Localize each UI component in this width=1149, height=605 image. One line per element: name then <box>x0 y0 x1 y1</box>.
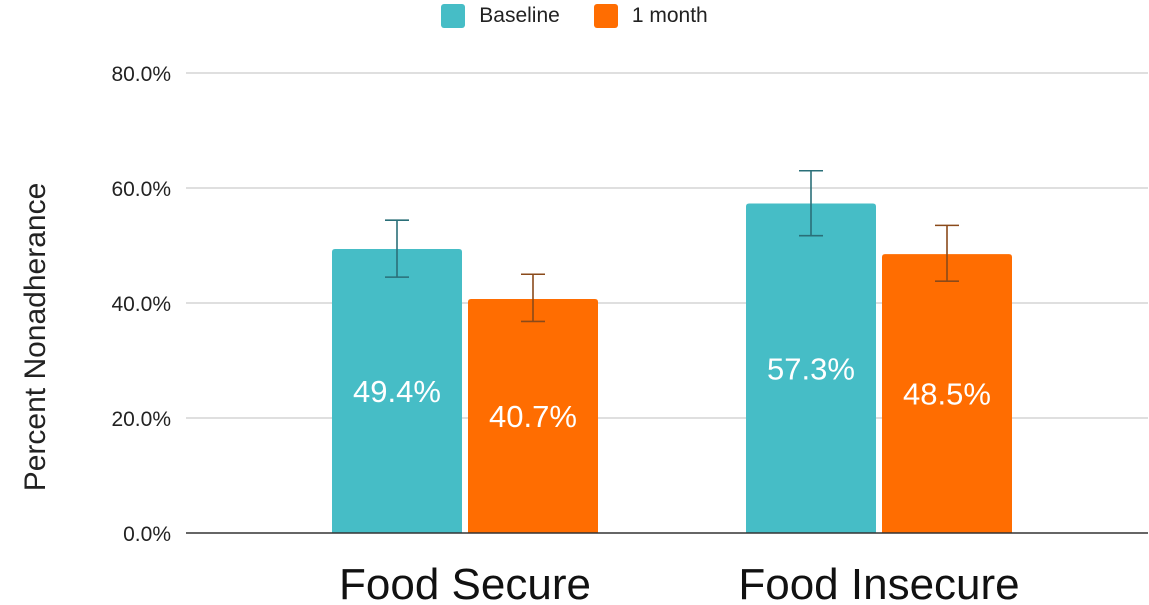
legend-swatch-1-month <box>593 4 618 28</box>
x-tick-label: Food Secure <box>339 560 591 605</box>
y-tick-label: 80.0% <box>111 63 171 86</box>
y-tick-label: 60.0% <box>111 178 171 201</box>
data-label: 40.7% <box>489 399 577 434</box>
x-tick-label: Food Insecure <box>738 560 1019 605</box>
data-label: 48.5% <box>903 377 991 412</box>
y-tick-label: 40.0% <box>111 293 171 316</box>
legend-item-1-month[interactable]: 1 month <box>593 4 708 28</box>
legend-label-baseline: Baseline <box>479 4 560 27</box>
legend-item-baseline[interactable]: Baseline <box>441 4 560 28</box>
data-label: 49.4% <box>353 374 441 409</box>
bar-baseline <box>746 203 876 533</box>
y-tick-label: 0.0% <box>123 523 171 546</box>
bar-baseline <box>332 248 462 533</box>
legend: Baseline 1 month <box>0 4 1149 28</box>
data-label: 57.3% <box>767 351 855 386</box>
bar-1-month <box>882 254 1012 533</box>
bar-1-month <box>468 298 598 533</box>
y-tick-label: 20.0% <box>111 408 171 431</box>
legend-swatch-baseline <box>441 4 466 28</box>
legend-label-1-month: 1 month <box>631 4 708 27</box>
